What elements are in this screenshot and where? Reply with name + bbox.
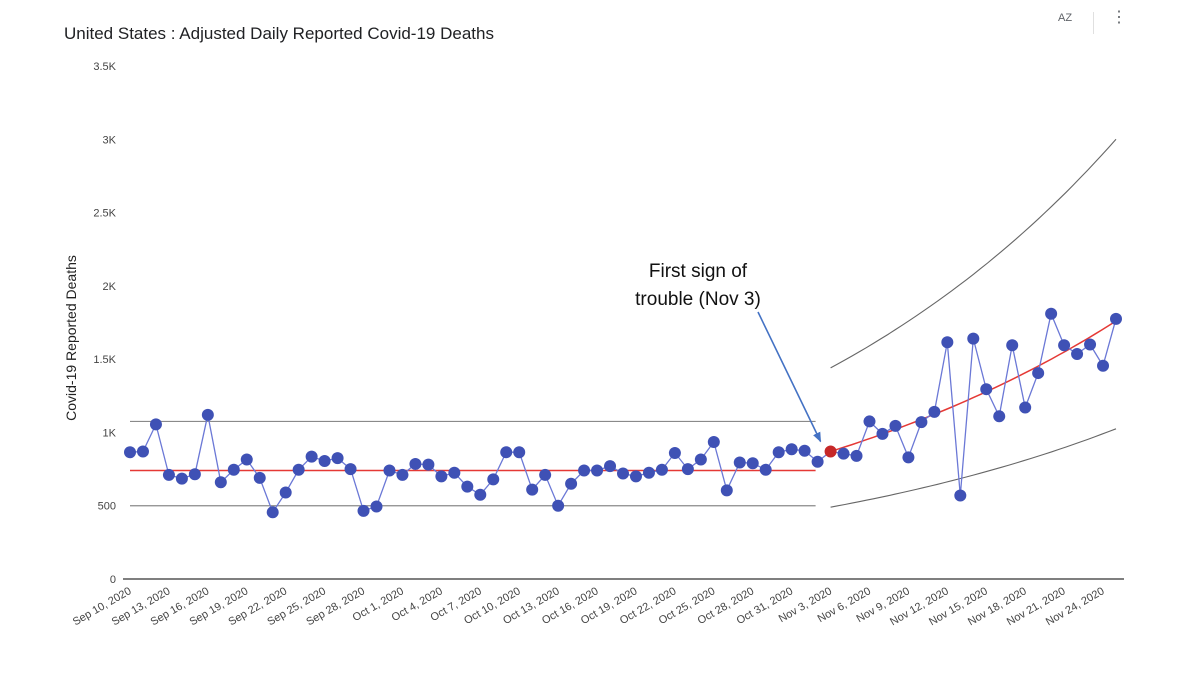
data-point xyxy=(863,415,876,428)
data-point xyxy=(383,464,396,477)
data-point xyxy=(422,458,435,471)
data-point xyxy=(629,470,642,483)
data-point xyxy=(1084,338,1097,351)
data-point xyxy=(980,383,993,396)
data-point xyxy=(253,471,266,484)
data-point xyxy=(902,451,915,464)
data-point xyxy=(772,446,785,459)
data-point xyxy=(266,506,279,519)
data-point xyxy=(720,484,733,497)
data-point xyxy=(539,468,552,481)
data-point xyxy=(941,336,954,349)
data-point xyxy=(876,427,889,440)
toolbar-divider xyxy=(1093,12,1094,34)
upper-trend-limit xyxy=(830,138,1117,369)
data-point xyxy=(149,418,162,431)
data-point xyxy=(655,463,668,476)
data-point xyxy=(565,477,578,490)
data-point xyxy=(578,464,591,477)
data-point xyxy=(279,486,292,499)
data-point xyxy=(1032,367,1045,380)
data-point xyxy=(1006,339,1019,352)
sort-icon[interactable]: AZ xyxy=(1058,12,1073,24)
y-tick-label: 500 xyxy=(98,501,116,513)
data-point xyxy=(915,416,928,429)
data-point xyxy=(435,470,448,483)
y-tick-label: 0 xyxy=(110,574,116,586)
data-point xyxy=(1058,339,1071,352)
y-tick-label: 2.5K xyxy=(93,208,116,220)
data-point xyxy=(1097,359,1110,372)
series-line xyxy=(129,311,1117,514)
data-point xyxy=(759,463,772,476)
lower-trend-limit xyxy=(830,428,1117,508)
data-point xyxy=(967,332,980,345)
data-point xyxy=(993,410,1006,423)
data-point xyxy=(318,455,331,468)
data-point xyxy=(344,463,357,476)
data-point xyxy=(889,419,902,432)
data-point xyxy=(604,460,617,473)
data-point xyxy=(837,447,850,460)
data-point xyxy=(162,468,175,481)
data-point xyxy=(227,463,240,476)
y-tick-label: 3K xyxy=(103,134,117,146)
data-point xyxy=(746,457,759,470)
data-point xyxy=(461,480,474,493)
data-point xyxy=(1071,348,1084,361)
data-point xyxy=(175,472,188,485)
data-point xyxy=(668,446,681,459)
data-point xyxy=(357,504,370,517)
data-point xyxy=(396,468,409,481)
annotation-text: trouble (Nov 3) xyxy=(635,289,761,310)
data-point xyxy=(448,466,461,479)
data-point xyxy=(136,445,149,458)
y-tick-label: 1K xyxy=(103,427,117,439)
data-point xyxy=(591,464,604,477)
data-point xyxy=(954,489,967,502)
y-tick-label: 3.5K xyxy=(93,61,116,73)
chart-title: United States : Adjusted Daily Reported … xyxy=(64,24,494,43)
more-options-icon[interactable]: ⋮ xyxy=(1111,9,1127,26)
annotation-arrow xyxy=(757,311,822,443)
highlighted-data-point xyxy=(824,445,837,458)
data-point xyxy=(1045,307,1058,320)
data-point xyxy=(694,453,707,466)
data-point xyxy=(292,463,305,476)
data-point xyxy=(1110,312,1122,325)
data-point xyxy=(928,405,941,418)
data-point xyxy=(798,444,811,457)
data-point xyxy=(850,449,863,462)
y-tick-label: 1.5K xyxy=(93,354,116,366)
annotation-text: First sign of xyxy=(649,261,748,282)
data-point xyxy=(201,408,214,421)
data-point xyxy=(811,455,824,468)
data-point xyxy=(188,468,201,481)
y-tick-label: 2K xyxy=(103,281,117,293)
data-point xyxy=(785,443,798,456)
data-point xyxy=(474,488,487,501)
data-point xyxy=(487,473,500,486)
data-point xyxy=(124,446,136,459)
data-point xyxy=(707,435,720,448)
data-point xyxy=(214,476,227,489)
data-point xyxy=(370,500,383,513)
data-point xyxy=(500,446,513,459)
data-point xyxy=(240,453,253,466)
data-point xyxy=(1019,401,1032,414)
data-point xyxy=(513,446,526,459)
data-point xyxy=(409,457,422,470)
data-point xyxy=(617,467,629,480)
data-point xyxy=(305,450,318,463)
data-point xyxy=(552,499,565,512)
data-point xyxy=(642,466,655,479)
data-point xyxy=(331,452,344,465)
data-point xyxy=(526,483,539,496)
data-point xyxy=(681,463,694,476)
y-axis-title: Covid-19 Reported Deaths xyxy=(63,255,79,421)
data-point xyxy=(733,456,746,469)
